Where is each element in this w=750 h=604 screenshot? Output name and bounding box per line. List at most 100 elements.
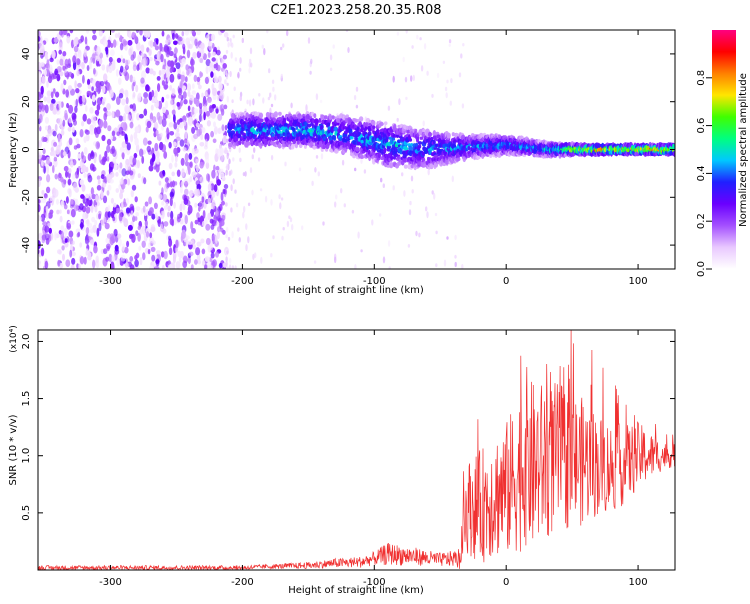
- noise-speck: [396, 31, 400, 36]
- noise-blob: [85, 129, 90, 135]
- noise-speck: [267, 96, 271, 101]
- noise-blob: [207, 41, 213, 47]
- noise-blob: [156, 51, 160, 61]
- noise-blob: [98, 30, 103, 37]
- noise-blob: [96, 46, 101, 56]
- snr-series-line: [38, 330, 675, 570]
- signal-blob: [237, 134, 242, 138]
- noise-blob: [40, 247, 45, 257]
- noise-blob: [110, 234, 116, 244]
- noise-blob: [156, 111, 161, 121]
- noise-speck: [248, 99, 252, 107]
- snr-y-ticks: 0.51.01.52.0: [21, 333, 675, 521]
- noise-blob: [59, 209, 62, 214]
- noise-blob: [179, 99, 183, 107]
- signal-blob: [415, 142, 419, 148]
- noise-blob: [160, 53, 164, 63]
- noise-blob: [213, 126, 218, 135]
- noise-blob: [184, 30, 190, 36]
- noise-blob: [47, 129, 52, 137]
- noise-blob: [149, 236, 154, 244]
- noise-blob: [196, 212, 200, 220]
- noise-speck: [380, 177, 383, 183]
- noise-speck: [311, 180, 314, 186]
- noise-speck: [319, 99, 323, 104]
- noise-blob: [49, 209, 54, 215]
- noise-blob: [71, 112, 77, 120]
- noise-blob: [58, 100, 62, 110]
- noise-blob: [150, 246, 156, 252]
- noise-blob: [131, 82, 135, 92]
- signal-blob: [290, 143, 295, 150]
- noise-blob: [83, 147, 88, 155]
- noise-speck: [225, 256, 228, 263]
- noise-blob: [179, 121, 184, 129]
- noise-blob: [119, 146, 125, 153]
- noise-blob: [161, 96, 165, 103]
- noise-speck: [407, 244, 411, 248]
- noise-blob: [127, 39, 133, 46]
- noise-blob: [203, 111, 206, 121]
- noise-blob: [113, 228, 118, 237]
- signal-blob: [234, 112, 240, 116]
- noise-blob: [67, 85, 73, 91]
- noise-blob: [199, 106, 203, 116]
- signal-blob: [383, 147, 387, 154]
- signal-blob: [406, 129, 411, 134]
- noise-blob: [148, 165, 154, 172]
- noise-speck: [245, 223, 248, 231]
- noise-blob: [126, 240, 130, 248]
- spectrogram-x-label: Height of straight line (km): [288, 285, 424, 296]
- noise-blob: [207, 88, 211, 95]
- noise-blob: [173, 121, 178, 130]
- noise-blob: [169, 191, 174, 198]
- noise-blob: [189, 192, 193, 198]
- noise-blob: [210, 252, 215, 259]
- noise-blob: [68, 104, 74, 114]
- noise-blob: [118, 115, 124, 122]
- noise-blob: [158, 70, 162, 76]
- noise-speck: [291, 223, 294, 231]
- noise-blob: [60, 129, 65, 136]
- noise-speck: [239, 157, 242, 163]
- noise-blob: [113, 202, 117, 208]
- signal-blob: [246, 141, 251, 146]
- noise-blob: [84, 36, 88, 45]
- noise-blob: [164, 177, 169, 183]
- noise-blob: [46, 95, 51, 104]
- noise-blob: [66, 222, 72, 230]
- noise-blob: [106, 144, 111, 153]
- noise-speck: [232, 178, 235, 185]
- noise-blob: [38, 113, 43, 123]
- noise-blob: [115, 188, 120, 193]
- noise-speck: [436, 72, 440, 79]
- noise-speck: [225, 234, 228, 239]
- noise-blob: [101, 182, 107, 188]
- noise-blob: [168, 247, 173, 256]
- noise-blob: [168, 235, 172, 241]
- noise-blob: [118, 126, 124, 135]
- noise-blob: [72, 60, 77, 71]
- noise-speck: [253, 147, 256, 154]
- signal-blob: [419, 136, 424, 140]
- noise-blob: [90, 187, 94, 196]
- noise-blob: [51, 50, 56, 59]
- noise-blob: [148, 49, 152, 57]
- noise-blob: [103, 120, 108, 129]
- noise-blob: [174, 47, 178, 55]
- noise-blob: [91, 86, 94, 92]
- noise-blob: [82, 195, 86, 204]
- noise-blob: [188, 251, 194, 257]
- signal-blob: [391, 137, 396, 141]
- signal-blob: [472, 149, 476, 154]
- noise-blob: [75, 64, 80, 71]
- noise-blob: [207, 197, 212, 205]
- signal-blob: [410, 143, 414, 147]
- noise-speck: [460, 53, 463, 59]
- y-tick-label: 1.5: [21, 391, 32, 407]
- noise-blob: [79, 179, 84, 186]
- noise-blob: [147, 242, 152, 249]
- noise-blob: [219, 220, 225, 227]
- noise-blob: [153, 202, 158, 209]
- signal-blob: [298, 143, 303, 149]
